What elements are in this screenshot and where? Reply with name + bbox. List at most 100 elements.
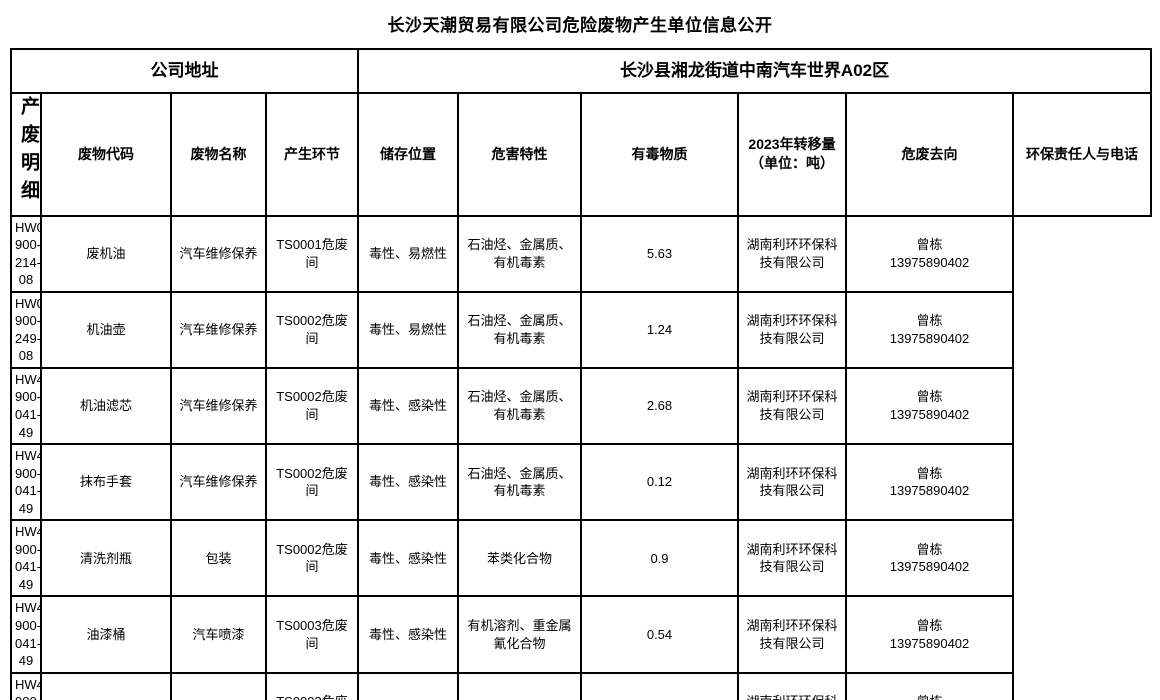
- waste-code-cell: HW49-900-041-49: [10, 519, 42, 598]
- stage-cell: 汽车维修保养: [170, 214, 267, 293]
- waste-disclosure-table: 公司地址 长沙县湘龙街道中南汽车世界A02区 产废明细 废物代码 废物名称 产生…: [10, 48, 1153, 700]
- storage-cell: TS0002危废间: [265, 290, 359, 369]
- toxic-cell: 苯、甲苯: [457, 671, 582, 700]
- amount-cell: 0.9: [580, 519, 739, 598]
- destination-cell: 湖南利环环保科技有限公司: [737, 290, 847, 369]
- hazard-cell: 毒性、易燃性: [357, 214, 459, 293]
- hazard-cell: 毒性、感染性: [357, 519, 459, 598]
- contact-phone: 13975890402: [889, 330, 970, 346]
- amount-cell: 0.14: [580, 671, 739, 700]
- contact-cell: 曾栋 13975890402: [845, 290, 1014, 369]
- col-header-amount: 2023年转移量 （单位：吨）: [737, 92, 847, 217]
- contact-phone: 13975890402: [889, 407, 970, 423]
- waste-name-cell: 过滤棉: [40, 671, 172, 700]
- col-header-storage: 储存位置: [357, 92, 459, 217]
- stage-cell: 汽车维修保养: [170, 443, 267, 522]
- waste-code-cell: HW49-900-041-49: [10, 671, 42, 700]
- address-value: 长沙县湘龙街道中南汽车世界A02区: [356, 48, 1153, 94]
- toxic-cell: 石油烃、金属质、有机毒素: [457, 443, 582, 522]
- toxic-cell: 石油烃、金属质、有机毒素: [457, 290, 582, 369]
- contact-cell: 曾栋 13975890402: [845, 366, 1014, 446]
- table-row: HW08-900-249-08 机油壶 汽车维修保养 TS0002危废间 毒性、…: [10, 290, 1151, 369]
- stage-cell: 废气处理: [170, 671, 267, 700]
- contact-name: 曾栋: [916, 618, 943, 634]
- contact-cell: 曾栋 13975890402: [845, 519, 1014, 598]
- contact-cell: 曾栋 13975890402: [845, 671, 1014, 700]
- contact-phone: 13975890402: [889, 635, 970, 651]
- address-label: 公司地址: [10, 48, 359, 94]
- waste-name-cell: 机油滤芯: [40, 366, 172, 446]
- contact-cell: 曾栋 13975890402: [845, 443, 1014, 522]
- waste-name-cell: 废机油: [40, 214, 172, 293]
- side-label: 产废明细: [18, 96, 39, 208]
- hazard-cell: 毒性、感染性: [357, 366, 459, 446]
- waste-name-cell: 清洗剂瓶: [40, 519, 172, 598]
- amount-cell: 0.12: [580, 443, 739, 522]
- page-title: 长沙天潮贸易有限公司危险废物产生单位信息公开: [387, 16, 773, 35]
- hazard-cell: 毒性、易燃性: [357, 290, 459, 369]
- table-row: HW08-900-214-08 废机油 汽车维修保养 TS0001危废间 毒性、…: [10, 214, 1151, 293]
- amount-cell: 5.63: [580, 214, 739, 293]
- contact-phone: 13975890402: [889, 483, 970, 499]
- contact-name: 曾栋: [916, 465, 943, 481]
- destination-cell: 湖南利环环保科技有限公司: [737, 214, 847, 293]
- destination-cell: 湖南利环环保科技有限公司: [737, 671, 847, 700]
- destination-cell: 湖南利环环保科技有限公司: [737, 595, 847, 674]
- hazard-cell: 毒性、感染性: [357, 595, 459, 674]
- storage-cell: TS0003危废间: [265, 595, 359, 674]
- table-row: HW49-900-041-49 抹布手套 汽车维修保养 TS0002危废间 毒性…: [10, 443, 1151, 522]
- contact-name: 曾栋: [850, 693, 1009, 700]
- waste-code-cell: HW08-900-249-08: [10, 290, 42, 369]
- destination-cell: 湖南利环环保科技有限公司: [737, 519, 847, 598]
- contact-cell: 曾栋 13975890402: [845, 214, 1014, 293]
- amount-cell: 2.68: [580, 366, 739, 446]
- toxic-cell: 石油烃、金属质、有机毒素: [457, 366, 582, 446]
- col-header-amount-line1: 2023年转移量: [748, 136, 836, 153]
- storage-cell: TS0002危废间: [265, 366, 359, 446]
- contact-phone: 13975890402: [889, 254, 970, 270]
- column-header-row: 产废明细 废物代码 废物名称 产生环节 储存位置 危害特性 有毒物质 2023年…: [10, 92, 1153, 217]
- contact-name: 曾栋: [916, 541, 943, 557]
- address-row: 公司地址 长沙县湘龙街道中南汽车世界A02区: [10, 48, 1153, 94]
- col-header-amount-unit: （单位：吨）: [750, 155, 834, 172]
- col-header-toxic: 有毒物质: [580, 92, 739, 217]
- stage-cell: 汽车喷漆: [170, 595, 267, 674]
- waste-name-cell: 油漆桶: [40, 595, 172, 674]
- toxic-cell: 有机溶剂、重金属 氰化合物: [457, 595, 582, 674]
- table-row: HW49-900-041-49 油漆桶 汽车喷漆 TS0003危废间 毒性、感染…: [10, 595, 1151, 674]
- destination-cell: 湖南利环环保科技有限公司: [737, 366, 847, 446]
- contact-phone: 13975890402: [889, 559, 970, 575]
- side-label-cell: 产废明细: [10, 92, 42, 217]
- contact-name: 曾栋: [916, 237, 943, 253]
- col-header-waste-code: 废物代码: [40, 92, 172, 217]
- storage-cell: TS0001危废间: [265, 214, 359, 293]
- stage-cell: 汽车维修保养: [170, 290, 267, 369]
- stage-cell: 汽车维修保养: [170, 366, 267, 446]
- storage-cell: TS0002危废间: [265, 519, 359, 598]
- waste-code-cell: HW49-900-041-49: [10, 595, 42, 674]
- contact-name: 曾栋: [916, 313, 943, 329]
- destination-cell: 湖南利环环保科技有限公司: [737, 443, 847, 522]
- col-header-hazard: 危害特性: [457, 92, 582, 217]
- toxic-cell: 石油烃、金属质、有机毒素: [457, 214, 582, 293]
- hazard-cell: 毒性、感染性: [357, 671, 459, 700]
- stage-cell: 包装: [170, 519, 267, 598]
- waste-code-cell: HW49-900-041-49: [10, 443, 42, 522]
- toxic-cell: 苯类化合物: [457, 519, 582, 598]
- amount-cell: 1.24: [580, 290, 739, 369]
- col-header-stage: 产生环节: [265, 92, 359, 217]
- amount-cell: 0.54: [580, 595, 739, 674]
- table-row: HW49-900-041-49 清洗剂瓶 包装 TS0002危废间 毒性、感染性…: [10, 519, 1151, 598]
- storage-cell: TS0002危废间: [265, 443, 359, 522]
- storage-cell: TS0003危废间: [265, 671, 359, 700]
- col-header-contact: 环保责任人与电话: [1011, 92, 1153, 217]
- waste-name-cell: 抹布手套: [40, 443, 172, 522]
- col-header-waste-name: 废物名称: [170, 92, 267, 217]
- contact-cell: 曾栋 13975890402: [845, 595, 1014, 674]
- waste-code-cell: HW08-900-214-08: [10, 214, 42, 293]
- contact-name: 曾栋: [916, 389, 943, 405]
- col-header-destination: 危废去向: [845, 92, 1014, 217]
- table-row: HW49-900-041-49 过滤棉 废气处理 TS0003危废间 毒性、感染…: [10, 671, 1151, 700]
- waste-code-cell: HW49-900-041-49: [10, 366, 42, 446]
